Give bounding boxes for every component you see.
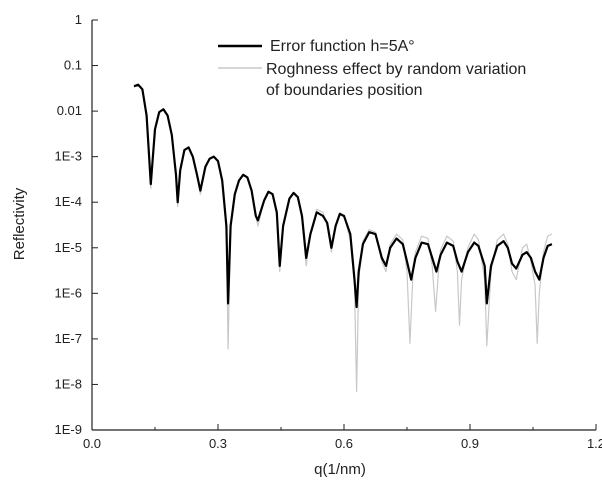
y-tick-label: 0.1 bbox=[64, 58, 82, 73]
x-tick-label: 0.6 bbox=[335, 436, 353, 451]
series-line-error-function bbox=[133, 83, 553, 309]
legend: Error function h=5A° Roghness effect by … bbox=[218, 38, 526, 99]
y-tick-label: 1E-3 bbox=[55, 149, 82, 164]
x-tick-label: 0.9 bbox=[461, 436, 479, 451]
legend-label-line: of boundaries position bbox=[266, 82, 423, 99]
x-tick-label: 0.0 bbox=[83, 436, 101, 451]
y-tick-label: 0.01 bbox=[57, 103, 82, 118]
legend-label-line: Roghness effect by random variation bbox=[266, 61, 526, 78]
y-tick-label: 1E-7 bbox=[55, 331, 82, 346]
series-layer bbox=[133, 83, 553, 393]
y-tick-label: 1E-5 bbox=[55, 240, 82, 255]
y-tick-label: 1E-8 bbox=[55, 376, 82, 391]
y-tick-label: 1E-4 bbox=[55, 194, 82, 209]
x-axis-label: q(1/nm) bbox=[314, 461, 366, 478]
legend-label-error-function: Error function h=5A° bbox=[270, 38, 415, 55]
y-axis-label: Reflectivity bbox=[11, 187, 28, 260]
x-tick-label: 1.2 bbox=[587, 436, 602, 451]
ticks: 0.0 0.3 0.6 0.9 1.2 1 0.1 0.01 1E-3 1E-4 1E-5 1E-6 1… bbox=[55, 12, 602, 451]
y-tick-label: 1E-6 bbox=[55, 285, 82, 300]
y-tick-label: 1 bbox=[75, 12, 82, 27]
legend-label-roughness: Roghness effect by random variation of bo… bbox=[266, 61, 526, 99]
y-tick-label: 1E-9 bbox=[55, 422, 82, 437]
x-tick-label: 0.3 bbox=[209, 436, 227, 451]
